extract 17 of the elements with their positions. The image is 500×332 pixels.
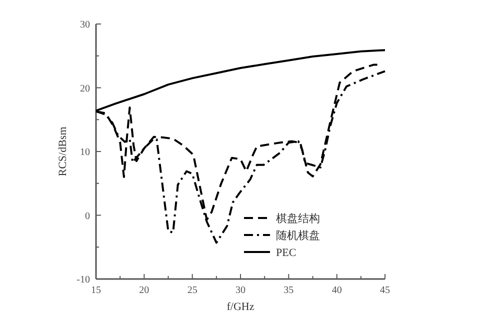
y-tick-label: 10: [80, 147, 90, 158]
x-tick-label: 30: [236, 285, 246, 296]
x-axis-title: f/GHz: [226, 301, 254, 313]
y-axis-title: RCS/dBsm: [57, 126, 69, 176]
x-tick-label: 15: [91, 285, 101, 296]
legend-label: 棋盘结构: [276, 212, 320, 225]
y-tick-label: 0: [85, 210, 90, 222]
x-tick-label: 25: [187, 285, 198, 296]
y-tick-label: -10: [76, 274, 90, 286]
y-tick-label: 30: [80, 20, 90, 30]
x-tick-label: 45: [380, 285, 390, 296]
x-tick-label: 40: [332, 285, 342, 296]
y-tick-label: 20: [80, 83, 90, 94]
x-tick-label: 35: [284, 285, 294, 296]
x-tick-label: 20: [139, 285, 150, 296]
legend-label: PEC: [276, 247, 296, 259]
legend-label: 随机棋盘: [276, 230, 320, 242]
